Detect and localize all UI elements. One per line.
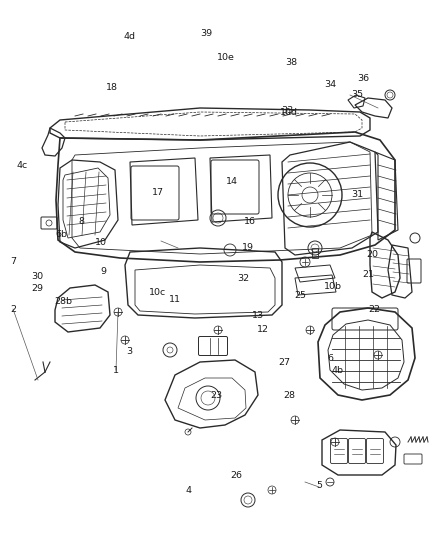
Text: 8: 8 [78, 217, 84, 225]
Text: 31: 31 [351, 190, 363, 199]
Text: 10b: 10b [324, 282, 342, 291]
Text: 9: 9 [100, 268, 106, 276]
Text: 17: 17 [152, 189, 164, 197]
Text: 34: 34 [325, 80, 337, 88]
Text: 12: 12 [257, 325, 269, 334]
Text: 5: 5 [317, 481, 323, 489]
Text: 18: 18 [106, 84, 118, 92]
Text: 6b: 6b [55, 230, 67, 239]
Text: 25: 25 [294, 292, 306, 300]
Text: 14: 14 [226, 177, 238, 185]
Text: 22: 22 [368, 305, 381, 313]
Text: 3: 3 [126, 348, 132, 356]
Text: 10e: 10e [217, 53, 234, 62]
Text: 27: 27 [279, 358, 291, 367]
Text: 6: 6 [328, 354, 334, 362]
Text: 28b: 28b [54, 297, 73, 305]
Text: 26: 26 [230, 471, 243, 480]
Text: 4d: 4d [123, 32, 135, 41]
Text: 23: 23 [211, 391, 223, 400]
Text: 35: 35 [351, 91, 363, 99]
Text: 19: 19 [241, 244, 254, 252]
Text: 38: 38 [285, 59, 297, 67]
Text: 28: 28 [283, 391, 295, 400]
Text: 10c: 10c [149, 288, 166, 296]
Text: 4: 4 [185, 486, 191, 495]
Text: 36: 36 [357, 75, 370, 83]
Text: 13: 13 [252, 311, 265, 320]
Text: 30: 30 [31, 272, 43, 280]
Text: 10: 10 [95, 238, 107, 247]
Text: 4c: 4c [16, 161, 28, 169]
Text: 11: 11 [169, 295, 181, 304]
Text: 39: 39 [200, 29, 212, 37]
Text: 2: 2 [10, 305, 16, 313]
Text: 1: 1 [113, 366, 119, 375]
Text: 29: 29 [31, 285, 43, 293]
Text: 16: 16 [244, 217, 256, 225]
Text: 32: 32 [237, 274, 249, 282]
Text: 7: 7 [10, 257, 16, 265]
Text: 21: 21 [362, 270, 374, 279]
Text: 4b: 4b [331, 366, 343, 375]
Text: 33: 33 [281, 107, 293, 115]
Text: 20: 20 [366, 251, 378, 259]
Text: 10d: 10d [280, 109, 298, 117]
